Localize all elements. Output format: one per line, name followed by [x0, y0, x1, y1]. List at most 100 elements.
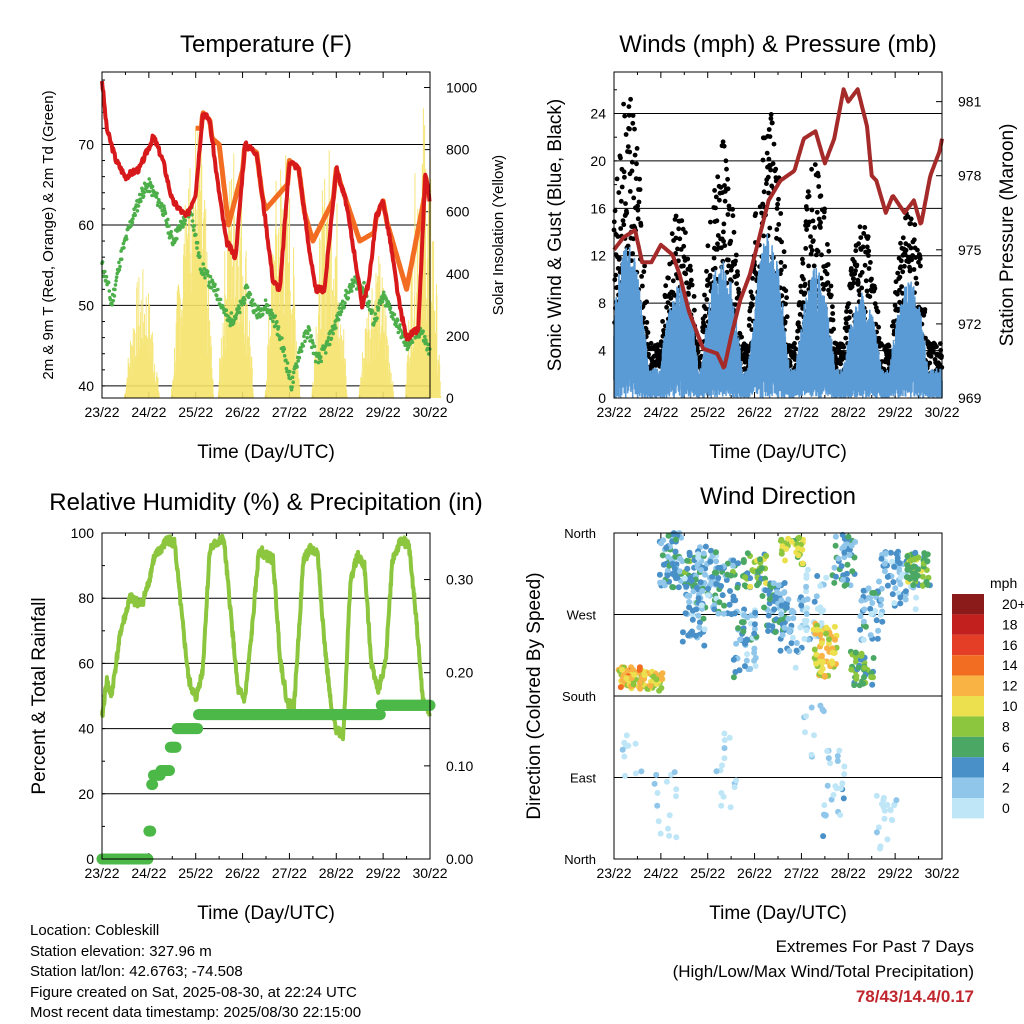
gust-point: [826, 248, 832, 254]
direction-point: [765, 622, 772, 629]
gust-point: [646, 351, 651, 357]
direction-point: [860, 636, 867, 643]
gust-point: [824, 271, 830, 277]
direction-point: [718, 802, 725, 809]
dewpoint-point: [207, 280, 212, 285]
direction-point: [765, 612, 772, 619]
x-axis-label: Time (Day/UTC): [197, 442, 335, 463]
direction-point: [680, 629, 686, 636]
dewpoint-point: [273, 314, 278, 318]
gust-point: [632, 152, 638, 158]
y2-tick-label: 200: [446, 328, 470, 344]
direction-point: [871, 589, 878, 596]
direction-point: [811, 732, 817, 739]
x-axis-label: Time (Day/UTC): [709, 442, 847, 463]
gust-point: [631, 236, 636, 242]
direction-point: [730, 674, 737, 681]
direction-point: [818, 652, 825, 659]
direction-point: [779, 632, 786, 638]
x-tick-label: 24/22: [131, 404, 166, 420]
dewpoint-point: [148, 189, 152, 194]
direction-point: [877, 611, 884, 618]
direction-point: [893, 550, 900, 557]
direction-point: [786, 648, 793, 654]
dewpoint-point: [129, 223, 133, 228]
dewpoint-point: [257, 312, 261, 316]
direction-point: [891, 600, 898, 607]
gust-point: [767, 225, 773, 231]
x-tick-label: 25/22: [178, 865, 213, 881]
x-axis-label: Time (Day/UTC): [709, 903, 847, 924]
gust-point: [670, 278, 676, 284]
gust-point: [806, 193, 812, 199]
direction-point: [735, 560, 742, 567]
direction-point: [845, 533, 852, 540]
direction-point: [873, 829, 880, 836]
direction-point: [693, 606, 700, 613]
direction-point: [630, 681, 637, 688]
direction-panel: 23/22 24/22 25/22 26/22 27/22 28/22 29/22 30/22…: [524, 483, 1024, 924]
dewpoint-point: [282, 354, 287, 358]
direction-point: [867, 595, 874, 601]
direction-point: [861, 664, 868, 671]
gust-point: [708, 219, 713, 225]
gust-point: [826, 287, 831, 293]
direction-point: [713, 580, 720, 587]
direction-point: [751, 630, 758, 637]
x-tick-label: 29/22: [366, 865, 401, 881]
dewpoint-point: [337, 306, 342, 310]
direction-point: [831, 564, 838, 571]
direction-point: [619, 666, 626, 673]
dewpoint-point: [316, 360, 321, 365]
gust-point: [804, 227, 809, 233]
direction-point: [906, 575, 913, 582]
legend-swatch: [952, 696, 984, 717]
direction-point: [841, 771, 848, 778]
gust-point: [908, 245, 914, 251]
x-tick-label: 27/22: [272, 865, 307, 881]
gust-point: [695, 349, 701, 355]
dewpoint-point: [270, 311, 275, 316]
gust-point: [722, 183, 727, 188]
direction-point: [741, 663, 748, 670]
direction-point: [810, 626, 817, 633]
legend-swatch: [952, 634, 984, 656]
direction-point: [660, 561, 667, 568]
direction-point: [881, 815, 888, 822]
gust-point: [720, 139, 726, 145]
y-tick-label: West: [567, 608, 597, 623]
gust-point: [769, 120, 775, 126]
gust-point: [793, 346, 798, 352]
gust-point: [774, 227, 780, 232]
direction-point: [825, 755, 832, 762]
legend-label: 18: [1002, 616, 1018, 632]
direction-point: [755, 580, 762, 587]
direction-point: [712, 549, 719, 556]
dewpoint-point: [398, 323, 402, 327]
dewpoint-point: [194, 232, 198, 237]
gust-point: [629, 168, 635, 174]
direction-point: [632, 770, 639, 777]
direction-point: [781, 580, 788, 586]
dewpoint-point: [317, 351, 321, 356]
dewpoint-point: [370, 309, 375, 314]
direction-point: [852, 649, 859, 656]
gust-point: [865, 234, 871, 240]
dewpoint-point: [312, 344, 317, 349]
dewpoint-point: [190, 212, 194, 217]
direction-point: [808, 751, 815, 758]
y-tick-label: North: [564, 852, 596, 867]
direction-point: [796, 534, 802, 541]
gust-point: [683, 271, 689, 277]
direction-point: [821, 811, 827, 818]
gust-point: [721, 229, 726, 235]
legend-swatch: [952, 736, 984, 758]
gust-point: [825, 262, 831, 267]
direction-point: [770, 580, 777, 587]
y2-tick-label: 978: [958, 168, 982, 184]
direction-point: [752, 663, 759, 669]
direction-point: [801, 617, 808, 624]
gust-point: [800, 256, 805, 262]
gust-point: [631, 195, 637, 201]
